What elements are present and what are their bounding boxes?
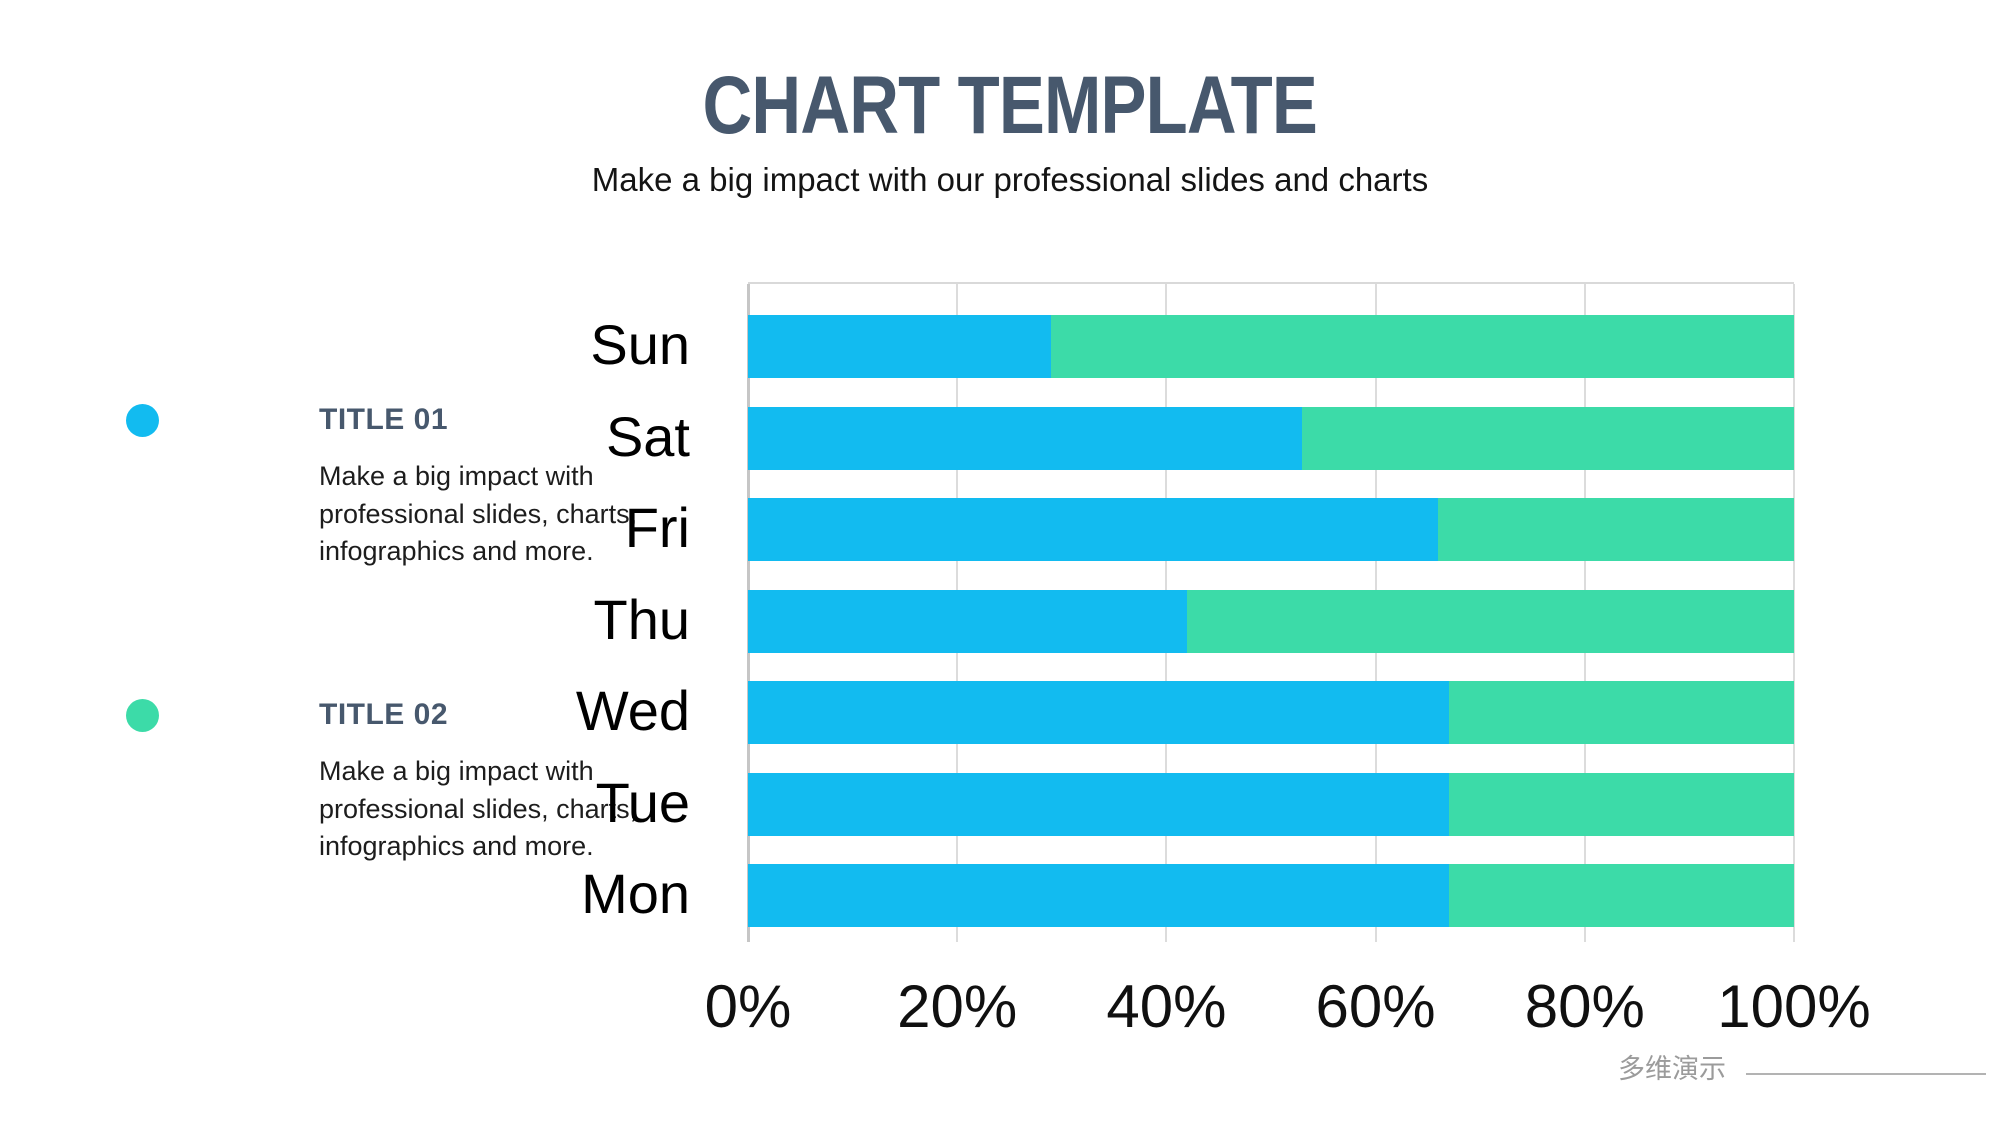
value-axis-tick-label: 20% (897, 973, 1018, 1040)
value-axis-tick-label: 100% (1717, 973, 1871, 1040)
bar-segment-mon-series1 (748, 864, 1449, 927)
plot-area (747, 282, 1795, 942)
category-label-sat: Sat (605, 404, 690, 468)
value-axis-tick-label: 40% (1106, 973, 1227, 1040)
page-title-text: CHART TEMPLATE (702, 60, 1318, 151)
legend-item-1-label: TITLE 01 (319, 403, 449, 436)
bar-segment-fri-series2 (1438, 498, 1794, 561)
bar-row-sun (748, 315, 1794, 378)
bar-segment-sat-series2 (1302, 406, 1794, 470)
bar-segment-wed-series2 (1448, 681, 1794, 744)
category-label-fri: Fri (624, 496, 690, 559)
bar-segment-sun-series1 (748, 315, 1052, 378)
category-label-wed: Wed (575, 679, 690, 742)
bar-row-tue (748, 772, 1794, 836)
page-subtitle: Make a big impact with our professional … (591, 161, 1429, 198)
legend-item-2-label: TITLE 02 (319, 698, 449, 731)
footer-brand: 多维演示 (1618, 1054, 1726, 1084)
bar-segment-thu-series1 (748, 589, 1188, 653)
bar-segment-fri-series1 (748, 498, 1439, 561)
bar-segment-sat-series1 (748, 406, 1303, 470)
category-label-mon: Mon (581, 862, 690, 925)
bar-segment-tue-series2 (1448, 772, 1794, 836)
category-label-thu: Thu (593, 587, 691, 651)
value-axis-tick-label: 80% (1524, 973, 1645, 1040)
bar-row-sat (748, 406, 1794, 470)
bar-segment-sun-series2 (1051, 315, 1794, 378)
value-axis-tick-label: 0% (704, 973, 792, 1040)
bar-segment-thu-series2 (1187, 589, 1794, 653)
legend-bullet-2-icon (126, 699, 159, 732)
category-label-sun: Sun (590, 313, 690, 376)
value-axis-tick-label: 60% (1315, 973, 1436, 1040)
bar-row-wed (748, 681, 1794, 744)
footer-divider-line (1746, 1073, 1986, 1075)
bar-row-mon (748, 864, 1794, 927)
bar-row-thu (748, 589, 1794, 653)
legend-item-2-description: Make a big impact with professional slid… (319, 756, 638, 861)
bar-segment-mon-series2 (1448, 864, 1794, 927)
page-title: CHART TEMPLATE (0, 58, 2000, 154)
gridline (1793, 284, 1795, 942)
bar-segment-wed-series1 (748, 681, 1449, 744)
bar-segment-tue-series1 (748, 772, 1449, 836)
legend-item-1-description: Make a big impact with professional slid… (319, 461, 638, 566)
legend-bullet-1-icon (126, 404, 159, 437)
category-label-tue: Tue (595, 770, 690, 834)
bar-row-fri (748, 498, 1794, 561)
